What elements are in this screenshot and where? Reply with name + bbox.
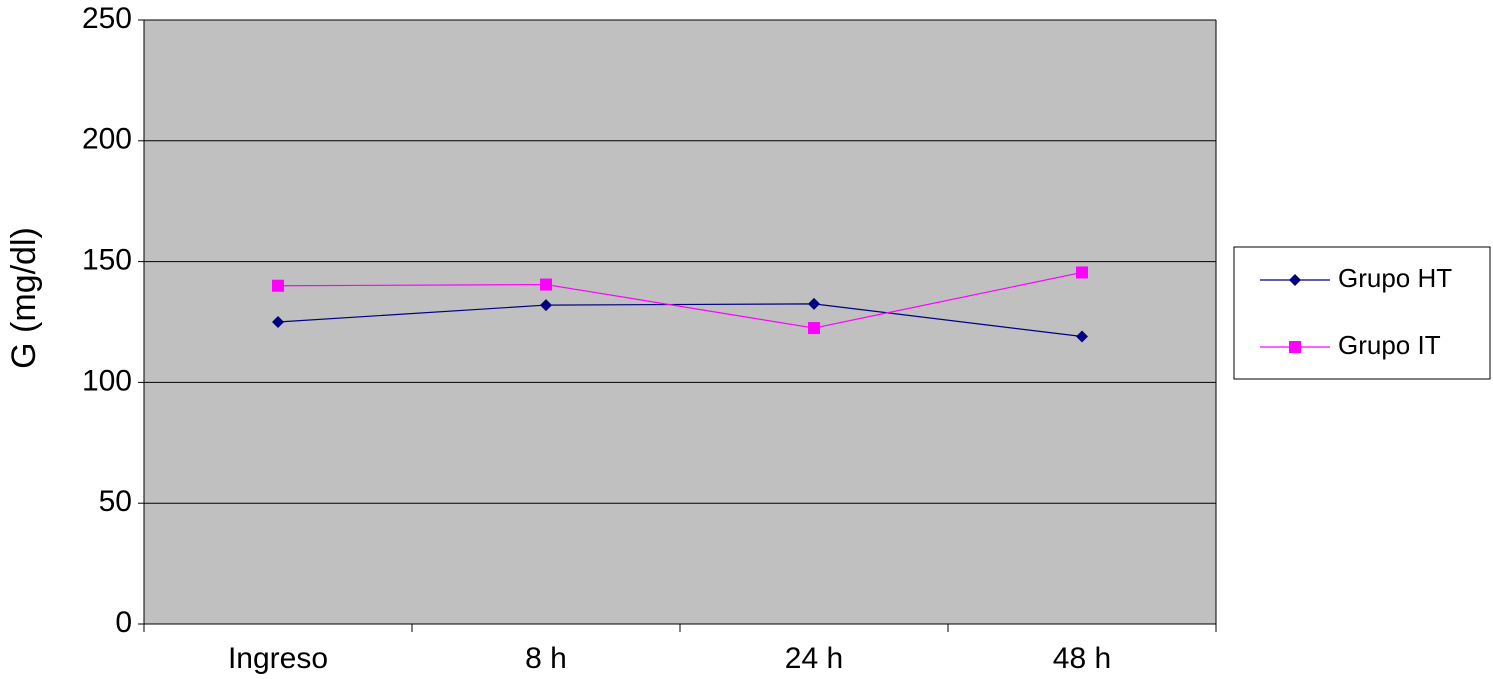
legend-marker xyxy=(1289,274,1301,286)
y-axis-title: G (mg/dl) xyxy=(5,227,43,369)
legend-label: Grupo IT xyxy=(1338,330,1441,360)
marker xyxy=(1076,330,1088,343)
plot-area xyxy=(144,20,1216,624)
marker xyxy=(808,322,820,335)
legend-label: Grupo HT xyxy=(1338,263,1452,293)
x-tick-label: 8 h xyxy=(525,642,567,675)
marker xyxy=(540,299,552,312)
marker xyxy=(540,278,552,291)
marker xyxy=(1076,266,1088,279)
series-line xyxy=(277,271,1083,329)
x-tick-label: 48 h xyxy=(1053,642,1111,675)
x-tick-label: 24 h xyxy=(785,642,843,675)
y-tick-label: 150 xyxy=(82,244,132,277)
series-line xyxy=(277,303,1083,338)
marker xyxy=(272,316,284,328)
marker xyxy=(272,279,284,292)
legend-box xyxy=(1233,246,1491,380)
y-tick-label: 200 xyxy=(82,123,132,156)
y-tick-label: 100 xyxy=(82,364,132,397)
x-tick-label: Ingreso xyxy=(228,642,328,675)
marker xyxy=(808,297,820,310)
y-tick-label: 250 xyxy=(82,2,132,35)
y-tick-label: 0 xyxy=(115,606,132,639)
y-tick-label: 50 xyxy=(99,485,132,518)
legend-marker xyxy=(1289,341,1301,353)
legend: Grupo HT Grupo IT xyxy=(1233,246,1491,380)
